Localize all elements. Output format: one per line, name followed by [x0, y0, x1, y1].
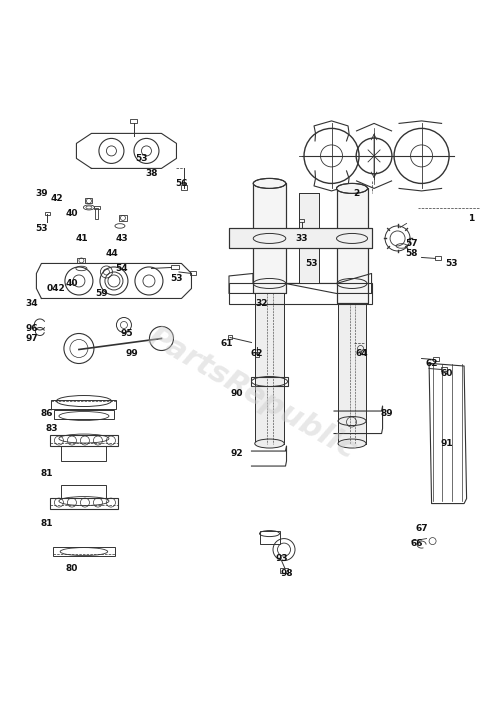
Text: 56: 56 [175, 179, 188, 188]
Text: PartsRepublic: PartsRepublic [142, 322, 361, 465]
Bar [337, 189, 368, 303]
Bar [338, 303, 366, 443]
Bar [299, 219, 304, 223]
Bar [54, 409, 114, 419]
Bar [229, 228, 372, 248]
Text: 32: 32 [255, 299, 268, 308]
Ellipse shape [337, 183, 368, 194]
Text: 81: 81 [40, 469, 53, 478]
Text: 99: 99 [125, 349, 138, 358]
Ellipse shape [338, 439, 366, 448]
Text: 83: 83 [45, 424, 58, 433]
Text: 54: 54 [115, 264, 128, 273]
Bar [338, 303, 366, 443]
Bar [252, 377, 288, 386]
Text: 38: 38 [145, 169, 158, 178]
Text: 96: 96 [25, 324, 38, 333]
Text: 81: 81 [40, 519, 53, 528]
Bar [96, 209, 99, 219]
Bar [229, 284, 372, 305]
Text: 67: 67 [415, 524, 428, 533]
Text: 2: 2 [354, 189, 360, 198]
Text: 91: 91 [440, 439, 453, 448]
Text: 86: 86 [40, 409, 53, 418]
Bar [433, 357, 439, 361]
Bar [280, 568, 288, 573]
Text: 62: 62 [250, 349, 263, 358]
Text: 53: 53 [135, 154, 148, 163]
Bar [255, 353, 259, 356]
Text: 90: 90 [230, 389, 243, 398]
Text: 66: 66 [410, 539, 423, 548]
Text: 34: 34 [25, 299, 38, 308]
Text: 1: 1 [468, 214, 475, 223]
Text: 93: 93 [275, 554, 288, 563]
Bar [253, 183, 286, 293]
Bar [94, 206, 100, 209]
Text: 042: 042 [47, 284, 66, 293]
Bar [435, 256, 441, 260]
Text: 60: 60 [441, 369, 453, 378]
Bar [86, 199, 93, 204]
Text: 61: 61 [220, 339, 233, 348]
Bar [229, 228, 372, 248]
Bar [299, 194, 319, 284]
Bar [61, 485, 107, 498]
Bar [172, 265, 179, 269]
Bar [228, 336, 232, 339]
Text: 98: 98 [280, 569, 293, 578]
Text: 43: 43 [115, 234, 128, 243]
Text: 97: 97 [25, 334, 38, 343]
Bar [77, 258, 86, 264]
Bar [53, 547, 115, 556]
Bar [50, 435, 118, 446]
Bar [441, 367, 447, 371]
Text: 42: 42 [50, 194, 63, 203]
Text: 33: 33 [295, 234, 308, 243]
Text: 40: 40 [65, 279, 77, 288]
Bar [181, 185, 187, 190]
Text: 40: 40 [65, 209, 77, 218]
Text: 53: 53 [170, 274, 183, 283]
Bar [253, 183, 286, 293]
Bar [130, 119, 137, 124]
Bar [337, 189, 368, 303]
Text: 59: 59 [95, 289, 108, 298]
Text: 62: 62 [426, 359, 438, 368]
Bar [119, 215, 127, 221]
Bar [255, 293, 284, 443]
Text: 39: 39 [35, 189, 48, 198]
Text: 53: 53 [35, 224, 48, 233]
Text: 80: 80 [65, 564, 77, 573]
Bar [260, 531, 280, 544]
Text: 92: 92 [230, 449, 243, 458]
Text: 53: 53 [305, 259, 318, 268]
Bar [299, 194, 319, 284]
Bar [61, 445, 107, 460]
Ellipse shape [255, 439, 284, 448]
Bar [50, 498, 118, 508]
Ellipse shape [253, 178, 286, 189]
Text: 57: 57 [405, 239, 418, 248]
Bar [191, 271, 197, 276]
Text: 89: 89 [380, 409, 393, 418]
Bar [45, 212, 50, 215]
Bar [255, 293, 284, 443]
Text: 64: 64 [355, 349, 368, 358]
Text: 44: 44 [105, 249, 118, 258]
Text: 95: 95 [120, 329, 133, 338]
Text: 58: 58 [405, 249, 418, 258]
Text: 53: 53 [445, 259, 458, 268]
Text: 41: 41 [75, 234, 88, 243]
Bar [51, 399, 116, 409]
